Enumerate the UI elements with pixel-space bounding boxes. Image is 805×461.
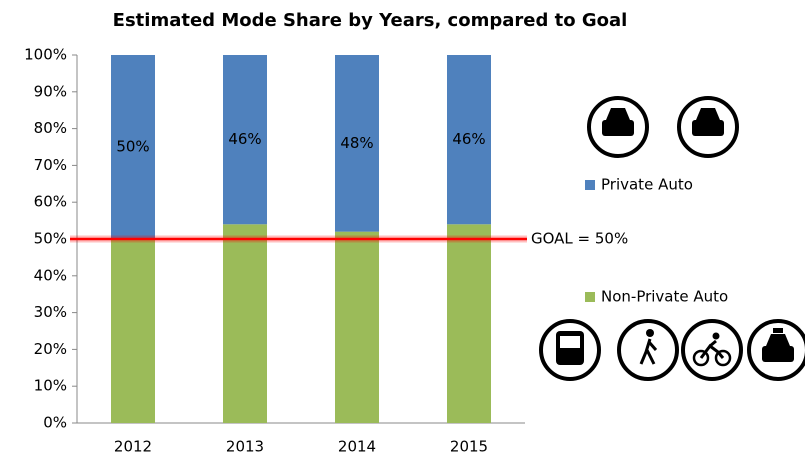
x-tick-label: 2014 [338,438,376,456]
y-tick-label: 40% [34,266,67,284]
x-tick-label: 2013 [226,438,264,456]
chart-title: Estimated Mode Share by Years, compared … [113,10,628,31]
y-tick-label: 10% [34,377,67,395]
data-label: 50% [116,138,149,156]
y-tick-label: 60% [34,193,67,211]
y-tick-label: 100% [24,46,67,64]
bar-segment [335,55,379,232]
goal-label: GOAL = 50% [531,230,628,248]
legend-swatch [585,180,595,190]
bar-segment [111,239,155,423]
icons-private [587,96,739,158]
bar-segment [447,55,491,225]
legend-swatch [585,292,595,302]
data-label: 48% [340,134,373,152]
bar-segment [111,55,155,239]
y-tick-label: 50% [34,230,67,248]
x-tick-label: 2012 [114,438,152,456]
bar-segment [223,224,267,423]
bar-segment [335,231,379,423]
legend-label: Non-Private Auto [601,288,728,306]
y-tick-label: 20% [34,340,67,358]
bar-segment [447,224,491,423]
y-tick-label: 30% [34,303,67,321]
legend-label: Private Auto [601,176,693,194]
x-tick-label: 2015 [450,438,488,456]
y-tick-label: 90% [34,82,67,100]
icons-non-private [539,319,805,381]
data-label: 46% [228,130,261,148]
y-tick-label: 70% [34,156,67,174]
y-tick-label: 0% [43,414,67,432]
bar-segment [223,55,267,225]
data-label: 46% [452,130,485,148]
y-tick-label: 80% [34,119,67,137]
